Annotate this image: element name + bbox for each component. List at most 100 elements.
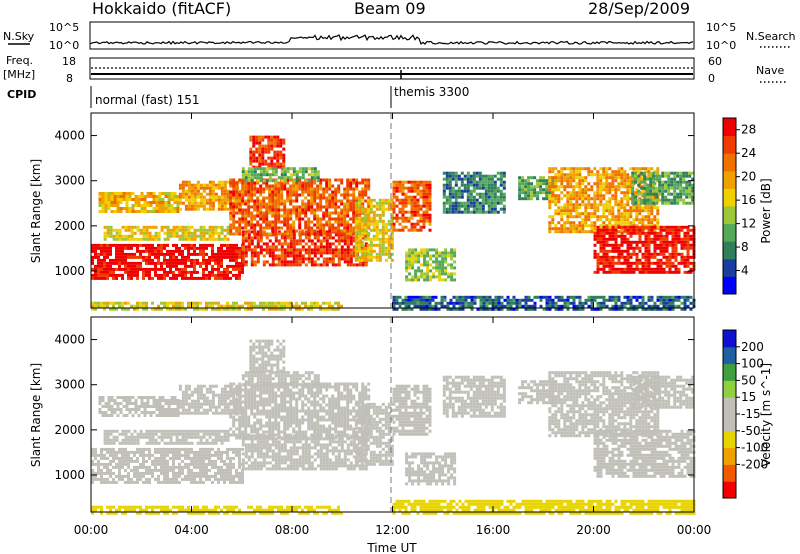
heatmap-cell bbox=[271, 170, 275, 174]
heatmap-cell bbox=[256, 208, 260, 212]
heatmap-cell bbox=[253, 229, 257, 233]
heatmap-cell bbox=[107, 195, 111, 198]
heatmap-cell bbox=[163, 304, 166, 308]
heatmap-cell bbox=[217, 255, 220, 259]
heatmap-cell bbox=[178, 192, 182, 196]
heatmap-cell bbox=[250, 248, 254, 252]
heatmap-cell bbox=[196, 189, 200, 193]
heatmap-cell bbox=[668, 307, 672, 311]
heatmap-cell bbox=[384, 231, 388, 235]
heatmap-cell bbox=[401, 219, 405, 223]
heatmap-cell bbox=[668, 295, 672, 299]
heatmap-cell bbox=[524, 185, 528, 189]
heatmap-cell bbox=[252, 165, 256, 169]
heatmap-cell bbox=[499, 207, 503, 211]
heatmap-cell bbox=[103, 237, 107, 241]
heatmap-cell bbox=[313, 181, 317, 185]
heatmap-cell bbox=[187, 183, 191, 187]
heatmap-cell bbox=[602, 246, 606, 250]
heatmap-cell bbox=[190, 252, 193, 256]
heatmap-cell bbox=[485, 301, 489, 305]
heatmap-cell bbox=[313, 208, 317, 212]
heatmap-cell bbox=[569, 200, 573, 204]
heatmap-cell bbox=[343, 229, 347, 233]
heatmap-cell bbox=[664, 195, 668, 199]
heatmap-cell bbox=[289, 263, 293, 267]
heatmap-cell bbox=[390, 204, 394, 208]
heatmap-cell bbox=[109, 231, 113, 235]
heatmap-cell bbox=[445, 183, 449, 187]
heatmap-cell bbox=[478, 207, 482, 211]
heatmap-cell bbox=[121, 237, 125, 241]
heatmap-cell bbox=[677, 240, 681, 244]
heatmap-cell bbox=[392, 195, 396, 199]
heatmap-cell bbox=[364, 242, 368, 246]
heatmap-cell bbox=[375, 204, 379, 208]
heatmap-cell bbox=[521, 176, 525, 180]
heatmap-cell bbox=[352, 199, 356, 203]
heatmap-cell bbox=[419, 298, 423, 302]
heatmap-cell bbox=[148, 273, 151, 277]
heatmap-cell bbox=[247, 304, 250, 308]
heatmap-cell bbox=[154, 237, 158, 241]
heatmap-cell bbox=[307, 232, 311, 236]
heatmap-cell bbox=[355, 196, 359, 200]
heatmap-cell bbox=[655, 174, 659, 178]
heatmap-cell bbox=[158, 201, 162, 204]
heatmap-cell bbox=[575, 203, 579, 207]
heatmap-cell bbox=[662, 249, 666, 253]
heatmap-cell bbox=[575, 215, 579, 219]
heatmap-cell bbox=[375, 225, 379, 229]
heatmap-cell bbox=[487, 198, 491, 202]
heatmap-cell bbox=[620, 304, 624, 308]
heatmap-cell bbox=[217, 204, 221, 208]
heatmap-cell bbox=[629, 267, 633, 271]
nave-tick-bottom: 0 bbox=[708, 72, 715, 85]
heatmap-cell bbox=[682, 186, 686, 190]
heatmap-cell bbox=[124, 255, 127, 259]
heatmap-cell bbox=[115, 249, 118, 253]
heatmap-cell bbox=[493, 189, 497, 193]
heatmap-cell bbox=[337, 236, 341, 240]
heatmap-cell bbox=[444, 251, 448, 255]
freq-panel bbox=[89, 57, 695, 80]
heatmap-cell bbox=[217, 270, 220, 274]
heatmap-cell bbox=[235, 232, 239, 236]
heatmap-cell bbox=[334, 254, 338, 258]
heatmap-cell bbox=[438, 278, 442, 282]
heatmap-cell bbox=[211, 243, 214, 247]
heatmap-cell bbox=[435, 263, 439, 267]
heatmap-cell bbox=[548, 185, 552, 189]
heatmap-cell bbox=[405, 251, 409, 255]
heatmap-cell bbox=[253, 173, 257, 177]
heatmap-cell bbox=[689, 261, 693, 265]
heatmap-cell bbox=[664, 171, 668, 175]
heatmap-cell bbox=[271, 193, 275, 197]
heatmap-cell bbox=[551, 188, 555, 192]
heatmap-cell bbox=[372, 213, 376, 217]
heatmap-cell bbox=[423, 278, 427, 282]
heatmap-cell bbox=[497, 295, 501, 299]
heatmap-cell bbox=[139, 264, 142, 268]
heatmap-cell bbox=[614, 304, 618, 308]
heatmap-cell bbox=[593, 194, 597, 198]
heatmap-cell bbox=[620, 206, 624, 210]
heatmap-cell bbox=[267, 162, 271, 166]
heatmap-cell bbox=[277, 263, 281, 267]
heatmap-cell bbox=[596, 176, 600, 180]
heatmap-cell bbox=[635, 243, 639, 247]
heatmap-cell bbox=[145, 273, 148, 277]
heatmap-cell bbox=[518, 301, 522, 305]
heatmap-cell bbox=[258, 159, 262, 163]
heatmap-cell bbox=[334, 190, 338, 194]
heatmap-cell bbox=[271, 251, 275, 255]
heatmap-cell bbox=[475, 198, 479, 202]
heatmap-cell bbox=[631, 189, 635, 193]
heatmap-cell bbox=[319, 254, 323, 258]
heatmap-cell bbox=[128, 192, 132, 195]
heatmap-cell bbox=[343, 220, 347, 224]
heatmap-cell bbox=[539, 295, 543, 299]
heatmap-cell bbox=[384, 198, 388, 202]
heatmap-cell bbox=[253, 202, 257, 206]
heatmap-cell bbox=[280, 167, 284, 171]
